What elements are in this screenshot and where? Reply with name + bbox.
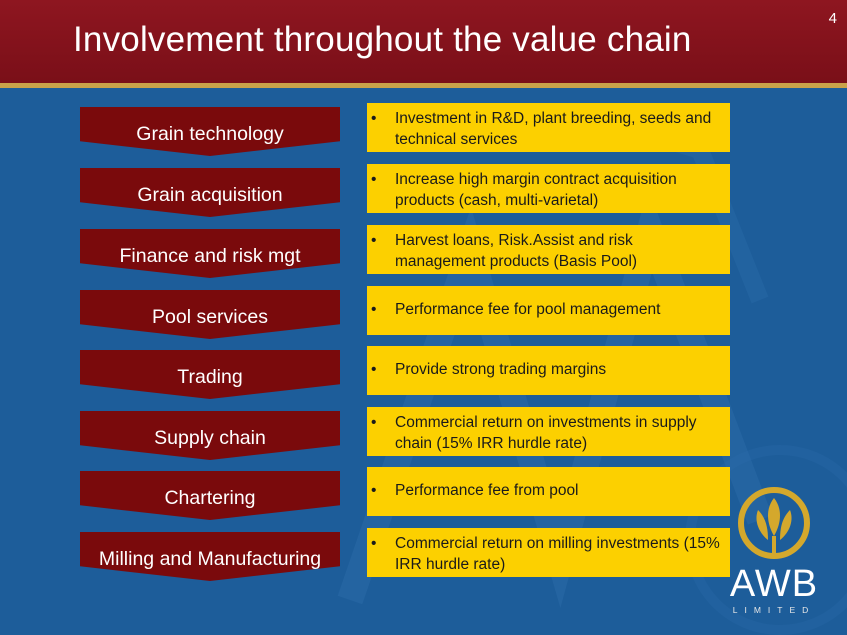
description-text: Commercial return on milling investments… xyxy=(395,535,720,573)
stage-label: Supply chain xyxy=(154,427,266,449)
stage-label: Finance and risk mgt xyxy=(119,245,301,267)
description-box-finance-and-risk: • Harvest loans, Risk.Assist and risk man… xyxy=(367,225,730,274)
bullet-point: • xyxy=(371,482,377,499)
description-box-grain-technology: • Investment in R&D, plant breeding, seed… xyxy=(367,103,730,152)
description-text: Provide strong trading margins xyxy=(395,361,607,378)
description-text: Investment in R&D, plant breeding, seeds… xyxy=(395,110,712,148)
bullet-point: • xyxy=(371,301,377,318)
description-text: Increase high margin contract acquisitio… xyxy=(395,171,677,209)
wheat-emblem-icon xyxy=(738,487,810,559)
slide-header xyxy=(0,0,847,83)
bullet-point: • xyxy=(371,361,377,378)
description-text: Performance fee from pool xyxy=(395,482,579,499)
bullet-point: • xyxy=(371,171,377,188)
description-text: Commercial return on investments in supp… xyxy=(395,414,697,452)
description-box-chartering: • Performance fee from pool xyxy=(367,467,730,516)
stage-label: Chartering xyxy=(164,487,256,509)
description-box-trading: • Provide strong trading margins xyxy=(367,346,730,395)
stage-label: Pool services xyxy=(152,306,268,328)
slide-title: Involvement throughout the value chain xyxy=(73,20,692,59)
header-divider xyxy=(0,83,847,88)
bullet-point: • xyxy=(371,232,377,249)
stage-label: Trading xyxy=(177,366,243,388)
logo-subtitle: LIMITED xyxy=(732,605,816,615)
description-box-supply-chain: • Commercial return on investments in sup… xyxy=(367,407,730,456)
description-box-milling: • Commercial return on milling investment… xyxy=(367,528,730,577)
page-number: 4 xyxy=(828,10,837,27)
stage-label: Grain acquisition xyxy=(137,184,283,206)
bullet-point: • xyxy=(371,110,377,127)
description-text: Performance fee for pool management xyxy=(395,301,661,318)
description-box-grain-acquisition: • Increase high margin contract acquisiti… xyxy=(367,164,730,213)
bullet-point: • xyxy=(371,414,377,431)
stage-label: Milling and Manufacturing xyxy=(98,548,322,570)
bullet-point: • xyxy=(371,535,377,552)
description-text: Harvest loans, Risk.Assist and risk mana… xyxy=(395,232,638,270)
stage-label: Grain technology xyxy=(136,123,284,145)
logo-wordmark: AWB xyxy=(729,563,819,605)
description-box-pool-services: • Performance fee for pool management xyxy=(367,286,730,335)
